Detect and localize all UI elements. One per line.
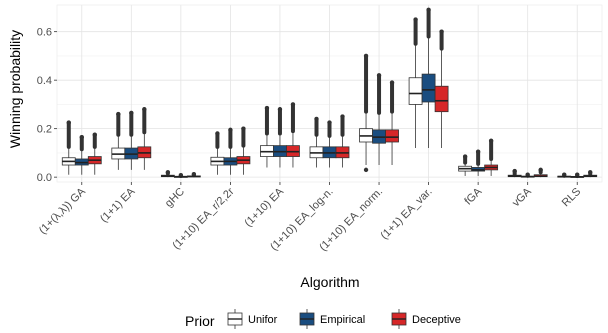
outlier-point [475,149,481,154]
y-tick-label: 0.4 [37,75,52,87]
box-unifor [160,170,175,178]
box-deceptive [236,126,251,175]
iqr-box [434,85,449,113]
outlier-point [142,107,147,112]
box-deceptive [186,172,201,178]
x-tick-label: RLS [560,186,584,210]
x-tick-label: (1+1) EA [98,185,138,225]
box-deceptive [335,114,350,168]
x-axis-title: Algorithm [300,274,359,290]
outlier-point [462,154,468,159]
y-tick-label: 0.2 [37,124,52,136]
box-empirical [173,173,188,178]
box-unifor [111,111,126,170]
legend: Prior Unifor Empirical Deceptive [185,309,461,329]
legend-key-unifor: Unifor [227,309,278,329]
outlier-point [277,107,283,112]
box-unifor [458,154,473,176]
box-empirical [520,172,535,178]
iqr-box [385,129,399,143]
boxes [61,7,598,178]
outlier-point [389,80,395,85]
outlier-point [376,73,382,78]
y-axis-title: Winning probability [7,30,23,148]
outlier-point [363,53,369,59]
outlier-point [426,7,431,13]
outlier-point [538,167,543,173]
outlier-point [314,116,319,122]
box-deceptive [533,167,548,178]
iqr-box [421,73,436,103]
legend-key-empirical: Empirical [299,309,365,329]
outlier-point [575,172,580,177]
outlier-point [588,170,593,175]
outlier-point [129,110,134,116]
box-empirical [570,172,585,178]
legend-label: Deceptive [412,314,461,326]
box-empirical [421,7,436,149]
box-unifor [61,120,76,175]
box-unifor [260,105,274,168]
outlier-point [290,102,296,107]
x-tick-label: (1+(λ,λ)) GA [37,185,89,237]
legend-title: Prior [185,313,215,329]
outlier-point [264,105,270,111]
box-empirical [223,127,238,175]
box-empirical [124,110,139,170]
x-tick-label: (1+10) EA [242,185,286,229]
outlier-point [327,120,332,125]
box-deceptive [286,102,300,168]
outlier-point [413,17,418,22]
outlier-point [191,172,197,177]
x-tick-label: gHC [163,186,187,210]
box-unifor [309,116,324,168]
box-empirical [372,73,386,166]
box-empirical [273,107,287,168]
box-deceptive [583,170,598,178]
y-tick-label: 0.6 [37,27,52,39]
outlier-point [92,132,97,137]
x-tick-label: vGA [510,185,534,209]
x-tick-label: fGA [462,185,484,207]
x-tick-label: (1+1) EA_var. [378,186,434,242]
y-tick-label: 0.0 [37,172,52,184]
box-deceptive [434,29,449,149]
outlier-point [215,131,220,136]
outlier-point [363,167,369,173]
y-axis: 0.0 0.2 0.4 0.6 [37,27,57,184]
legend-key-deceptive: Deceptive [391,309,461,329]
legend-label: Unifor [248,314,278,326]
box-unifor [359,53,373,173]
box-unifor [408,17,423,149]
outlier-point [488,138,494,143]
iqr-box [408,77,423,105]
box-empirical [471,149,486,176]
outlier-point [241,126,246,131]
outlier-point [79,134,84,140]
outlier-point [116,111,121,117]
box-empirical [322,120,337,168]
outlier-point [228,127,233,133]
outlier-point [512,168,517,174]
outlier-point [340,114,345,119]
box-deceptive [137,107,152,170]
box-unifor [557,172,572,178]
legend-label: Empirical [320,314,365,326]
box-deceptive [87,132,102,175]
outlier-point [66,120,71,125]
outlier-point [165,170,171,175]
outlier-point [439,29,444,34]
box-deceptive [385,80,399,166]
box-deceptive [484,138,499,176]
x-axis: (1+(λ,λ)) GA (1+1) EA gHC(1+10) EA_r/2,2r(… [37,182,584,254]
box-empirical [74,134,89,175]
box-unifor [507,168,522,178]
